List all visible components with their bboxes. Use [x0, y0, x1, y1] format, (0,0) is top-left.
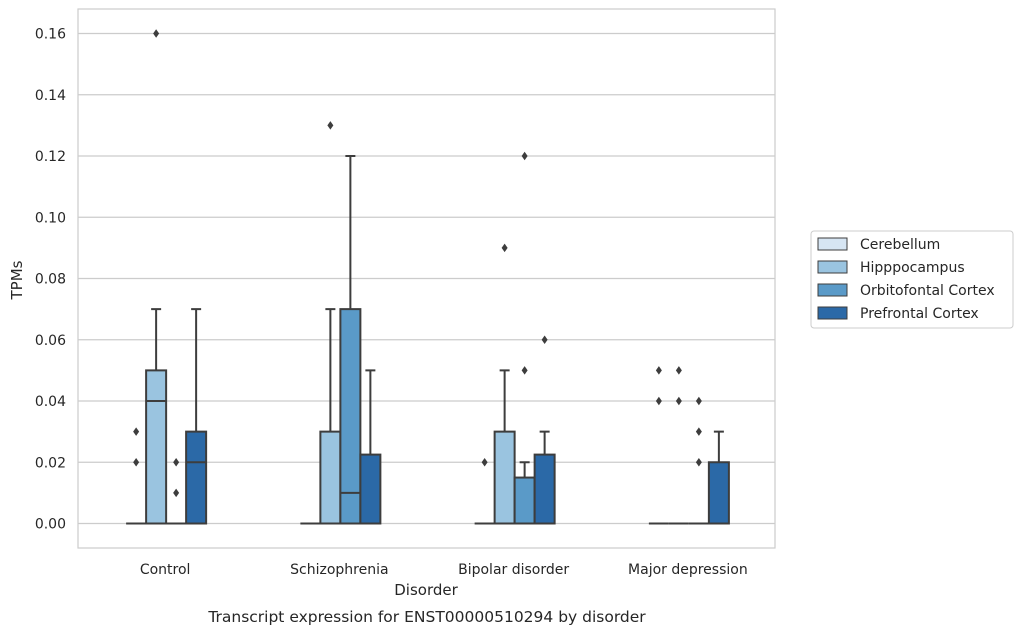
outlier-point — [133, 427, 140, 436]
legend-entry: Hipppocampus — [817, 260, 965, 276]
legend-entry: Orbitofontal Cortex — [817, 283, 995, 299]
y-tick-label: 0.08 — [35, 272, 66, 288]
box-iqr — [319, 430, 342, 525]
legend-items: Cerebellum Hipppocampus Orbitofontal Corte… — [817, 237, 995, 322]
extra-outliers — [133, 427, 140, 467]
box-iqr — [513, 476, 536, 525]
box-iqr — [359, 453, 382, 525]
box-iqr — [533, 453, 556, 525]
chart-caption: Transcript expression for ENST0000051029… — [207, 608, 646, 626]
series-group — [126, 366, 669, 525]
series-group — [145, 29, 689, 525]
y-tick-label: 0.00 — [35, 517, 66, 533]
legend-label: Cerebellum — [860, 237, 940, 253]
outlier-point — [655, 396, 662, 406]
x-tick-label: Bipolar disorder — [458, 562, 569, 578]
outlier-point — [173, 488, 180, 498]
box-whisker — [668, 366, 689, 525]
outlier-point — [675, 396, 682, 406]
outlier-point — [521, 366, 528, 375]
outlier-point — [133, 458, 140, 467]
series-group — [185, 308, 730, 525]
y-tick-label: 0.02 — [35, 455, 66, 471]
box-iqr — [185, 430, 208, 525]
legend-swatch — [817, 306, 848, 320]
outlier-point — [521, 151, 528, 161]
x-tick-label: Schizophrenia — [290, 562, 388, 578]
legend-swatch — [817, 237, 848, 251]
x-tick-label: Major depression — [628, 562, 748, 578]
legend-swatch — [817, 260, 848, 274]
outlier-point — [501, 243, 508, 253]
y-tick-label: 0.06 — [35, 333, 66, 349]
box-iqr — [493, 430, 516, 525]
y-tick-label: 0.04 — [35, 394, 66, 410]
extra-outliers — [481, 458, 488, 467]
y-tick-labels: 0.00 0.02 0.04 0.06 0.08 0.10 0.12 0.14 0.16 — [35, 27, 66, 533]
x-axis-label: Disorder — [394, 581, 458, 599]
box-whisker — [707, 430, 730, 525]
legend: Cerebellum Hipppocampus Orbitofontal Corte… — [810, 230, 1014, 329]
outlier-point — [541, 335, 548, 344]
outlier-point — [173, 458, 180, 467]
x-tick-labels: Control Schizophrenia Bipolar disorder Majo… — [140, 562, 748, 578]
y-tick-label: 0.10 — [35, 210, 66, 226]
y-tick-label: 0.16 — [35, 27, 66, 43]
box-whisker — [359, 369, 382, 525]
outlier-point — [481, 458, 488, 467]
outlier-point — [327, 121, 334, 130]
outlier-point — [695, 427, 702, 436]
box-iqr — [339, 308, 362, 525]
y-tick-label: 0.12 — [35, 149, 66, 165]
outlier-point — [675, 366, 682, 375]
box-series — [126, 29, 730, 525]
y-tick-label: 0.14 — [35, 88, 66, 104]
outlier-point — [153, 29, 160, 38]
legend-entry: Prefrontal Cortex — [817, 306, 979, 322]
box-iqr — [707, 461, 730, 525]
box-iqr — [145, 369, 168, 525]
legend-entry: Cerebellum — [817, 237, 940, 253]
outlier-point — [695, 396, 702, 406]
box-whisker — [648, 366, 669, 525]
legend-label: Hipppocampus — [860, 260, 965, 276]
legend-frame — [810, 230, 1014, 329]
box-whisker — [688, 396, 709, 525]
box-whisker — [339, 155, 362, 525]
y-axis-label: TPMs — [8, 260, 26, 300]
x-tick-label: Control — [140, 562, 191, 578]
legend-label: Orbitofontal Cortex — [860, 283, 995, 299]
legend-swatch — [817, 283, 848, 297]
box-whisker — [166, 458, 187, 525]
box-whisker — [533, 335, 556, 525]
outlier-point — [695, 458, 702, 467]
outlier-point — [655, 366, 662, 375]
series-group — [166, 151, 709, 525]
box-whisker — [145, 29, 168, 525]
box-whisker — [185, 308, 208, 525]
legend-label: Prefrontal Cortex — [860, 306, 979, 322]
